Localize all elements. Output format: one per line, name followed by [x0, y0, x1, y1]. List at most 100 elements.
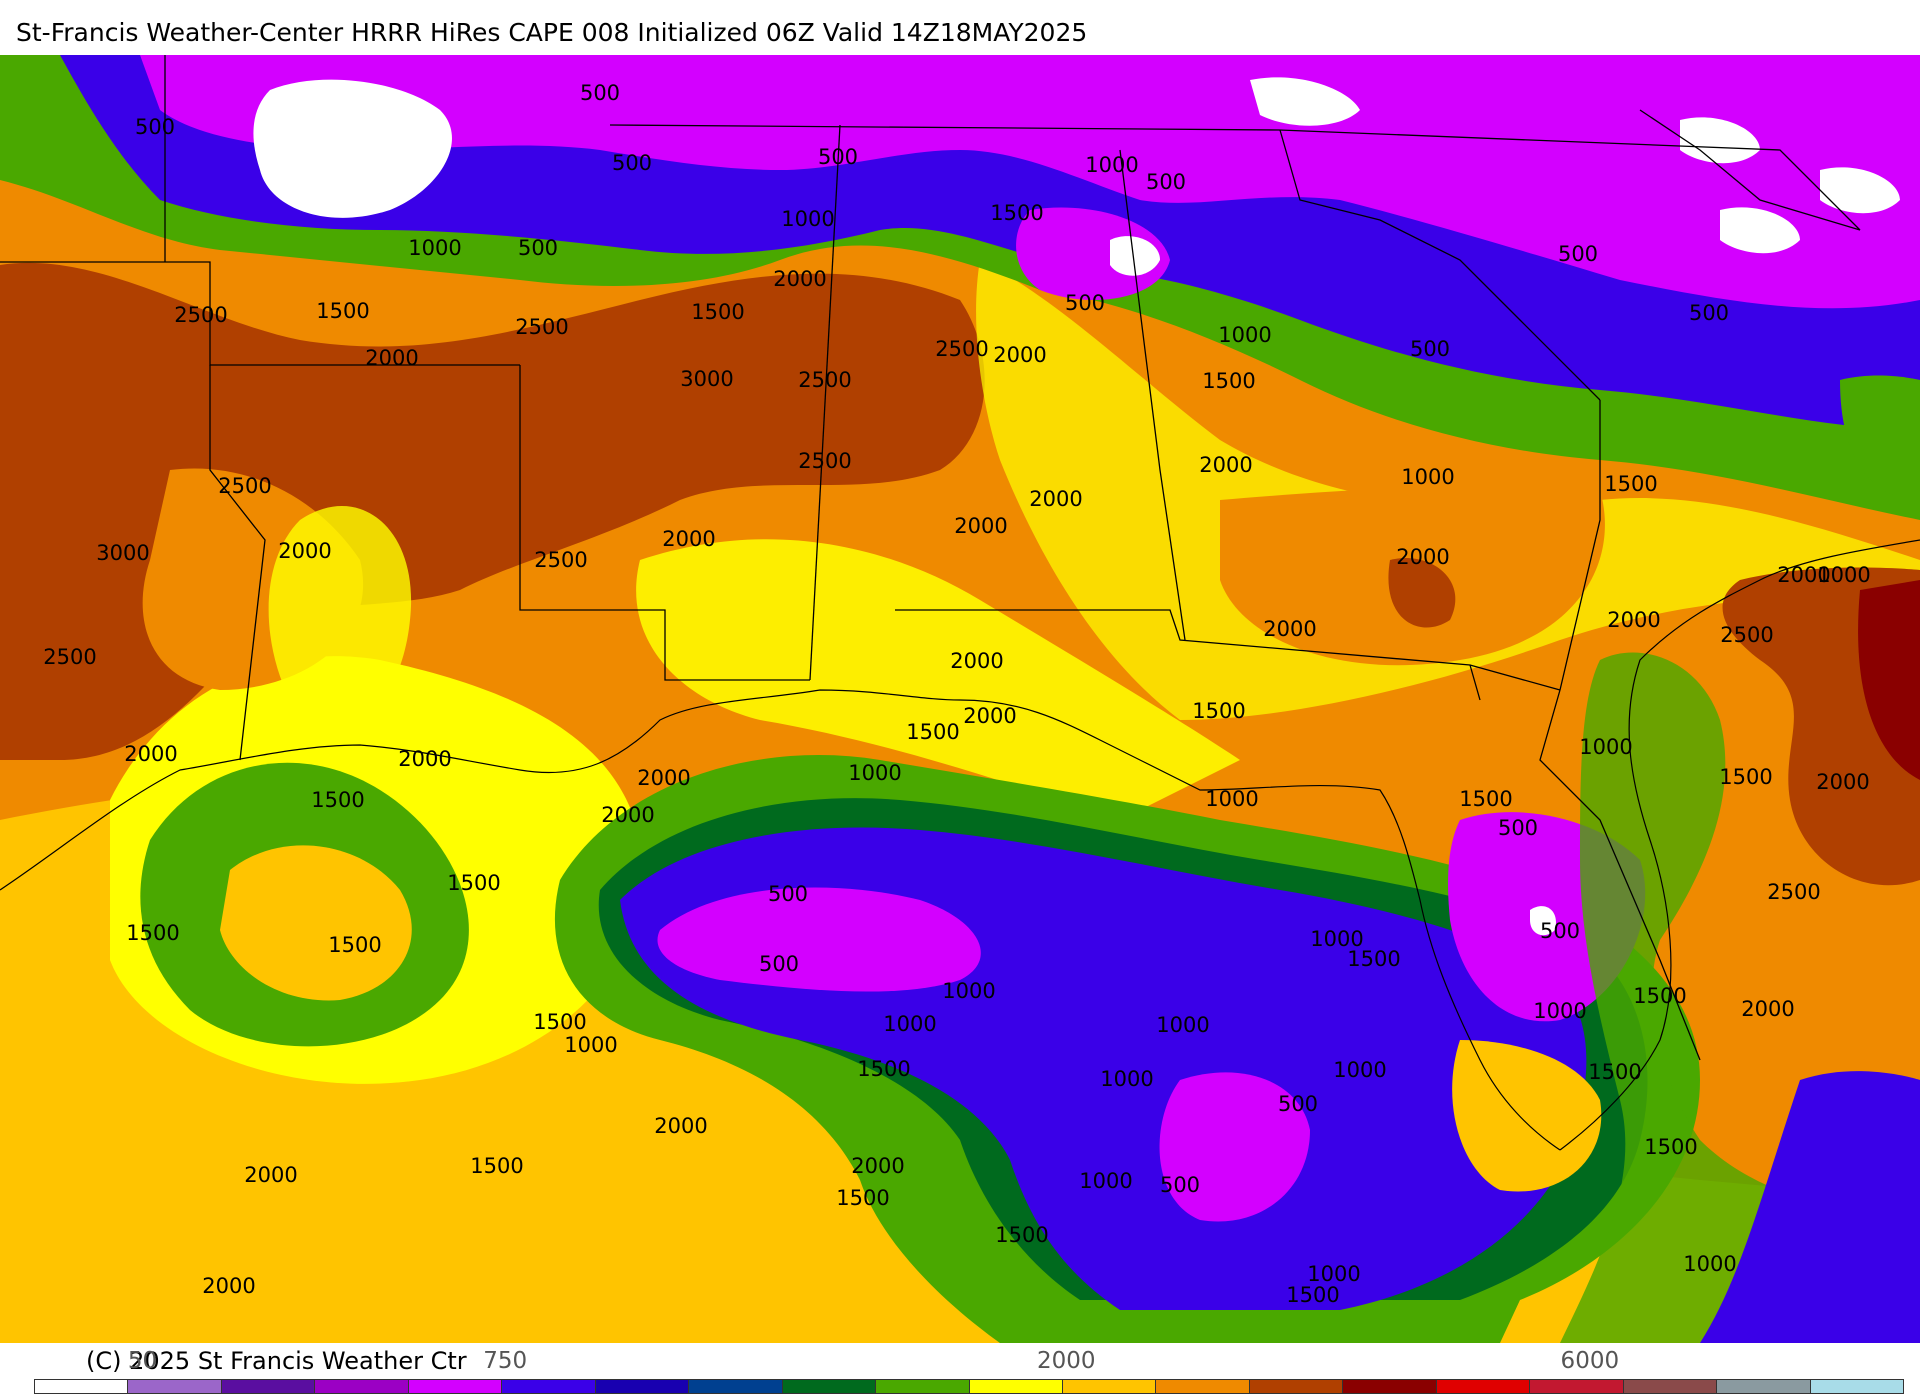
legend-tick-label: 750 — [483, 1348, 528, 1374]
cape-field-green-atlantic — [1560, 652, 1920, 1343]
contour-label: 2000 — [1607, 608, 1660, 632]
legend-swatch — [595, 1380, 690, 1393]
contour-label: 1500 — [1633, 984, 1686, 1008]
contour-label: 1500 — [836, 1186, 889, 1210]
contour-label: 1500 — [1719, 765, 1772, 789]
contour-label: 2000 — [244, 1163, 297, 1187]
legend-swatch — [1156, 1380, 1250, 1393]
cape-field-orange-west — [220, 845, 412, 1001]
contour-label: 1500 — [311, 788, 364, 812]
contour-label: 2000 — [1199, 453, 1252, 477]
contour-label: 500 — [1410, 337, 1450, 361]
contour-label: 1000 — [1100, 1067, 1153, 1091]
contour-label: 1500 — [1644, 1135, 1697, 1159]
contour-label: 500 — [768, 882, 808, 906]
contour-label: 2000 — [398, 747, 451, 771]
contour-label: 500 — [612, 151, 652, 175]
contour-label: 1500 — [1347, 947, 1400, 971]
legend-swatch — [1810, 1380, 1904, 1393]
legend-swatch — [969, 1380, 1063, 1393]
contour-label: 1500 — [906, 720, 959, 744]
contour-label: 1000 — [1079, 1169, 1132, 1193]
cape-field-yellow-east — [976, 260, 1920, 720]
contour-label: 1000 — [942, 979, 995, 1003]
contour-label: 1000 — [1205, 787, 1258, 811]
contour-label: 1500 — [126, 921, 179, 945]
contour-label: 2500 — [515, 315, 568, 339]
contour-label: 2000 — [601, 803, 654, 827]
contour-label: 2500 — [1720, 623, 1773, 647]
legend-swatch — [782, 1380, 877, 1393]
contour-label: 2000 — [1029, 487, 1082, 511]
cape-field-brown-east — [1388, 558, 1456, 628]
color-scale-legend — [34, 1379, 1904, 1394]
legend-swatch — [128, 1380, 222, 1393]
contour-label: 1500 — [995, 1223, 1048, 1247]
contour-label: 2000 — [954, 514, 1007, 538]
copyright: (C) 2025 St Francis Weather Ctr — [86, 1347, 467, 1375]
contour-label: 1500 — [470, 1154, 523, 1178]
legend-swatch — [408, 1380, 503, 1393]
contour-label: 1000 — [1156, 1013, 1209, 1037]
contour-label: 2000 — [1263, 617, 1316, 641]
cape-field-purple-center — [1016, 207, 1170, 300]
contour-label: 2000 — [1396, 545, 1449, 569]
cape-field-blue-atlantic — [1700, 1071, 1920, 1343]
contour-label: 1000 — [1401, 465, 1454, 489]
contour-label: 2000 — [278, 539, 331, 563]
contour-label: 500 — [1278, 1092, 1318, 1116]
contour-label: 500 — [518, 236, 558, 260]
cape-field-white-fl — [1530, 906, 1556, 936]
contour-label: 2000 — [1777, 563, 1830, 587]
contour-label: 1500 — [1202, 369, 1255, 393]
contour-label: 2000 — [963, 704, 1016, 728]
legend-swatch — [1623, 1380, 1718, 1393]
contour-label: 2000 — [637, 766, 690, 790]
map-title: St-Francis Weather-Center HRRR HiRes CAP… — [16, 18, 1088, 47]
contour-label: 2000 — [773, 267, 826, 291]
cape-field-green-ne — [1840, 375, 1920, 500]
contour-label: 1500 — [316, 299, 369, 323]
contour-label: 2000 — [851, 1154, 904, 1178]
contour-label: 2500 — [935, 337, 988, 361]
contour-label: 1000 — [1817, 563, 1870, 587]
contour-label: 500 — [580, 81, 620, 105]
contour-label: 1500 — [990, 201, 1043, 225]
contour-label: 2000 — [662, 527, 715, 551]
contour-label: 1500 — [1588, 1060, 1641, 1084]
contour-label: 1000 — [408, 236, 461, 260]
legend-swatch — [315, 1380, 409, 1393]
contour-label: 2500 — [534, 548, 587, 572]
contour-label: 2000 — [124, 742, 177, 766]
legend-swatch — [689, 1380, 783, 1393]
legend-swatch — [1436, 1380, 1531, 1393]
contour-label: 2500 — [798, 449, 851, 473]
contour-label: 2000 — [202, 1274, 255, 1298]
contour-label: 1000 — [883, 1012, 936, 1036]
contour-label: 500 — [1558, 242, 1598, 266]
cape-field-purple-gulf — [657, 887, 981, 992]
state-boundaries — [0, 55, 1861, 1061]
contour-label: 500 — [1160, 1173, 1200, 1197]
legend-swatch — [502, 1380, 596, 1393]
cape-field-white-ne — [1250, 77, 1900, 254]
contour-label: 2000 — [365, 346, 418, 370]
contour-label: 1500 — [857, 1057, 910, 1081]
contour-label: 1000 — [1579, 735, 1632, 759]
contour-label: 500 — [1689, 301, 1729, 325]
contour-label: 500 — [135, 115, 175, 139]
contour-label: 3000 — [680, 367, 733, 391]
contour-label: 500 — [1065, 291, 1105, 315]
contour-label: 500 — [818, 145, 858, 169]
cape-field-white-gl — [253, 79, 452, 218]
contour-label: 2000 — [1816, 770, 1869, 794]
contour-label: 3000 — [96, 541, 149, 565]
contour-label: 2000 — [1741, 997, 1794, 1021]
legend-swatch — [1530, 1380, 1624, 1393]
contour-label: 1000 — [1218, 323, 1271, 347]
legend-swatch — [221, 1380, 316, 1393]
contour-label: 2000 — [654, 1114, 707, 1138]
contour-label: 1000 — [1533, 999, 1586, 1023]
